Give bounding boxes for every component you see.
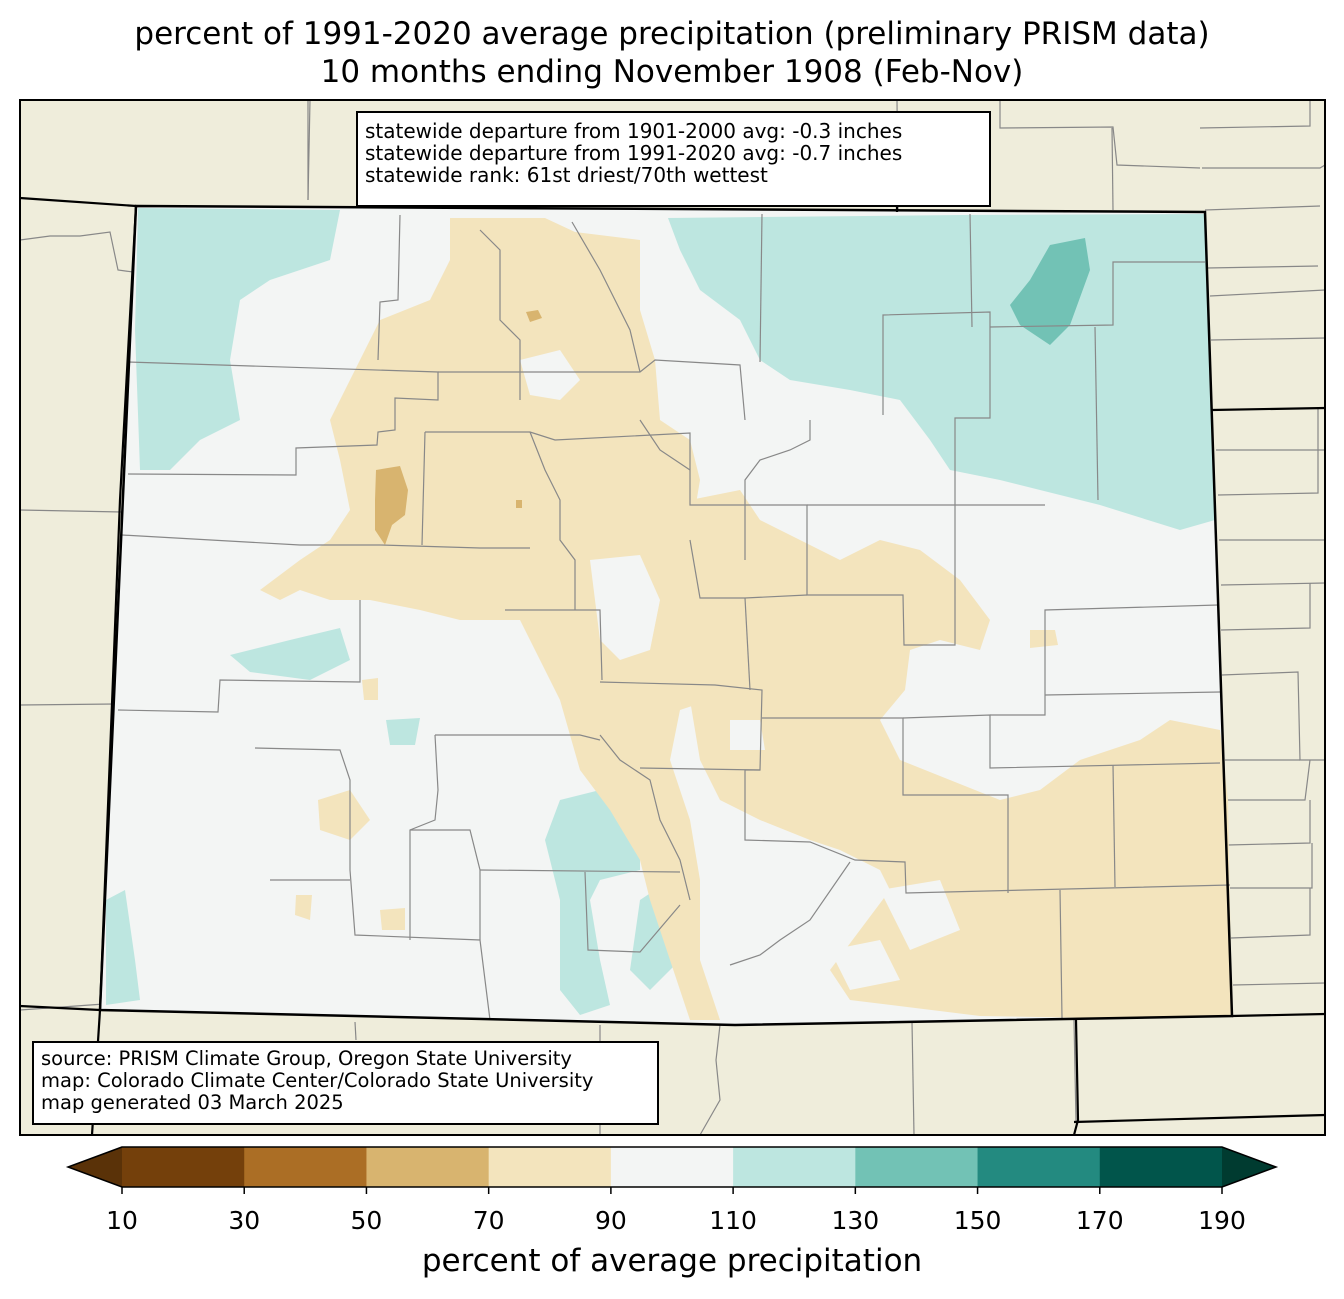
colorbar-bin xyxy=(610,1147,734,1187)
map-credit-line: map: Colorado Climate Center/Colorado St… xyxy=(41,1069,594,1092)
colorbar xyxy=(65,1146,1279,1194)
colorbar-tick-label: 10 xyxy=(106,1206,138,1235)
colorbar-tick-label: 90 xyxy=(594,1206,627,1235)
colorbar-tick-label: 30 xyxy=(228,1206,261,1235)
stats-rank: statewide rank: 61st driest/70th wettest xyxy=(365,163,768,187)
colorbar-tick-label: 190 xyxy=(1198,1206,1246,1235)
colorbar-tick-label: 130 xyxy=(831,1206,880,1235)
colorbar-under-arrow xyxy=(68,1147,122,1187)
source-box: source: PRISM Climate Group, Oregon Stat… xyxy=(32,1041,659,1125)
colorbar-bin xyxy=(488,1147,612,1187)
statewide-stats-box: statewide departure from 1901-2000 avg: … xyxy=(356,111,991,207)
colorbar-bin xyxy=(733,1147,856,1187)
colorbar-bin xyxy=(244,1147,367,1187)
colorbar-bin xyxy=(977,1147,1101,1187)
colorbar-tick-label: 50 xyxy=(350,1206,383,1235)
stats-departure-1991: statewide departure from 1991-2020 avg: … xyxy=(365,141,903,165)
stats-departure-1901: statewide departure from 1901-2000 avg: … xyxy=(365,119,903,143)
colorbar-bin xyxy=(122,1147,245,1187)
colorbar-tick-label: 170 xyxy=(1075,1206,1124,1235)
map-title-line2: 10 months ending November 1908 (Feb-Nov) xyxy=(320,54,1024,90)
colorbar-bin xyxy=(855,1147,979,1187)
colorbar-tick-label: 150 xyxy=(953,1206,1002,1235)
colorbar-tick-label: 70 xyxy=(472,1206,505,1235)
county-boundaries xyxy=(117,213,1231,1021)
colorbar-bin xyxy=(366,1147,490,1187)
precip-shading xyxy=(106,208,1232,1020)
generated-date-line: map generated 03 March 2025 xyxy=(41,1091,344,1114)
colorbar-label: percent of average precipitation xyxy=(421,1243,923,1279)
colorbar-over-arrow xyxy=(1222,1147,1276,1187)
source-line: source: PRISM Climate Group, Oregon Stat… xyxy=(41,1047,572,1070)
map-frame xyxy=(19,99,1326,1136)
colorbar-bin xyxy=(1099,1147,1223,1187)
colorbar-tick-label: 110 xyxy=(709,1206,757,1235)
map-title-line1: percent of 1991-2020 average precipitati… xyxy=(134,16,1210,52)
